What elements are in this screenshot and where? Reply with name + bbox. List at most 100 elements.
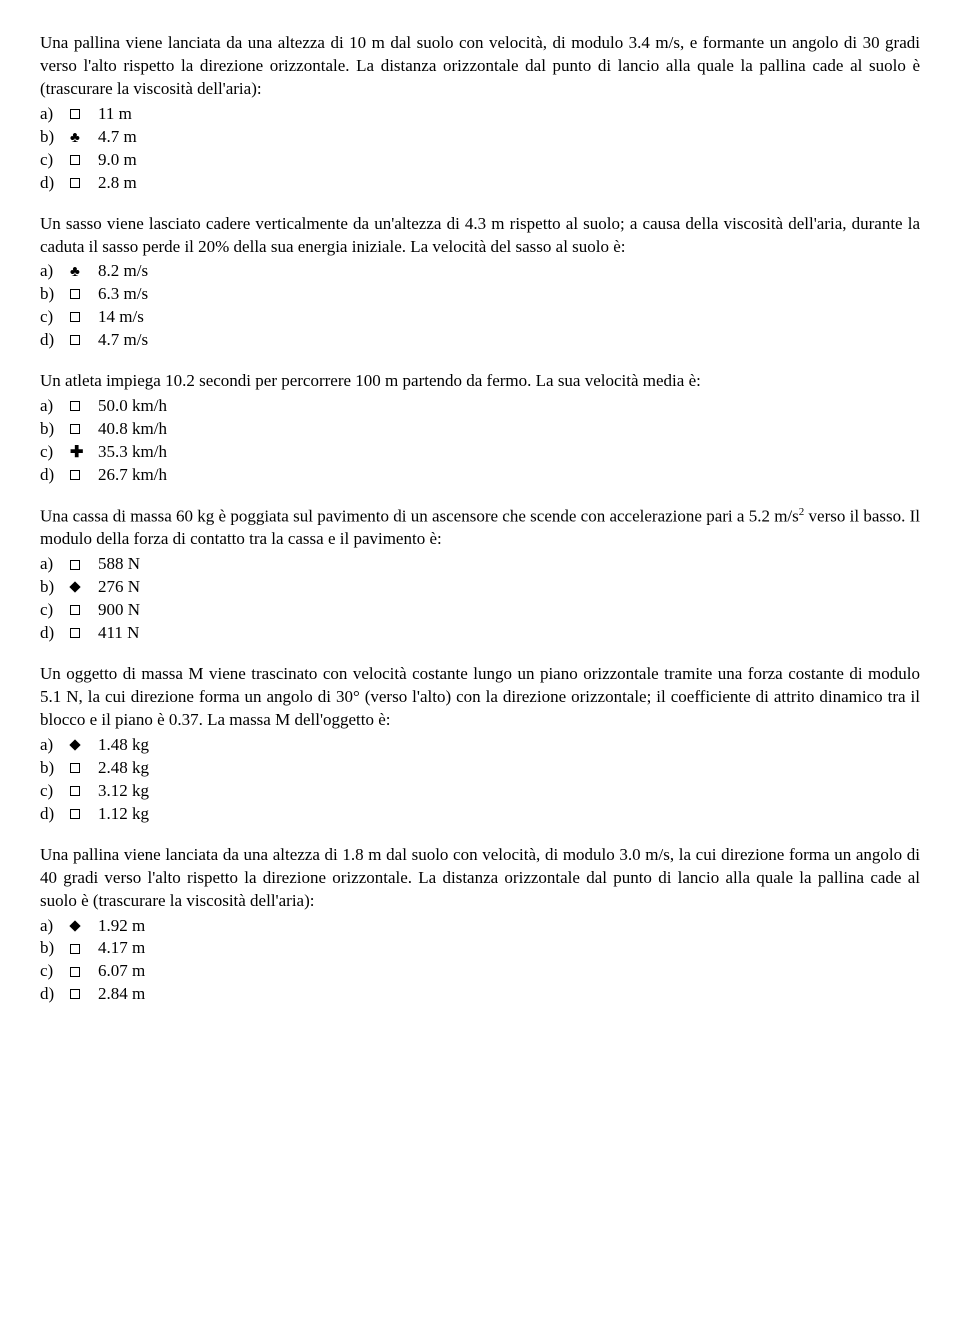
option-row: b)276 N (40, 576, 920, 599)
option-row: c) 9.0 m (40, 149, 920, 172)
option-letter: c) (40, 599, 70, 622)
option-text: 4.7 m/s (98, 329, 920, 352)
option-text: 2.84 m (98, 983, 920, 1006)
option-row: c)6.07 m (40, 960, 920, 983)
option-text: 14 m/s (98, 306, 920, 329)
question-block: Un oggetto di massa M viene trascinato c… (40, 663, 920, 826)
marker-empty-icon (70, 329, 98, 352)
marker-empty-icon (70, 418, 98, 441)
option-letter: a) (40, 103, 70, 126)
marker-empty-icon (70, 622, 98, 645)
marker-empty-icon (70, 599, 98, 622)
question-block: Una pallina viene lanciata da una altezz… (40, 844, 920, 1007)
option-list: a)588 Nb)276 Nc) 900 N d) 411 N (40, 553, 920, 645)
marker-empty-icon (70, 803, 98, 826)
option-text: 11 m (98, 103, 920, 126)
option-letter: d) (40, 622, 70, 645)
option-text: 900 N (98, 599, 920, 622)
option-letter: b) (40, 757, 70, 780)
option-text: 40.8 km/h (98, 418, 920, 441)
question-text: Un oggetto di massa M viene trascinato c… (40, 663, 920, 732)
option-row: c) 900 N (40, 599, 920, 622)
option-letter: c) (40, 149, 70, 172)
document-page: Una pallina viene lanciata da una altezz… (40, 32, 920, 1006)
option-text: 411 N (98, 622, 920, 645)
option-row: a) 1.48 kg (40, 734, 920, 757)
option-row: a)588 N (40, 553, 920, 576)
option-row: b) 40.8 km/h (40, 418, 920, 441)
marker-empty-icon (70, 937, 98, 960)
option-text: 1.12 kg (98, 803, 920, 826)
option-list: a)11 mb)♣4.7 mc)9.0 md)2.8 m (40, 103, 920, 195)
option-letter: a) (40, 915, 70, 938)
option-row: d)26.7 km/h (40, 464, 920, 487)
option-row: c) 3.12 kg (40, 780, 920, 803)
marker-empty-icon (70, 306, 98, 329)
option-row: c)14 m/s (40, 306, 920, 329)
marker-empty-icon (70, 103, 98, 126)
option-row: d) 2.84 m (40, 983, 920, 1006)
question-text: Una cassa di massa 60 kg è poggiata sul … (40, 505, 920, 552)
option-row: b)6.3 m/s (40, 283, 920, 306)
option-text: 276 N (98, 576, 920, 599)
option-letter: a) (40, 260, 70, 283)
option-text: 6.07 m (98, 960, 920, 983)
marker-empty-icon (70, 780, 98, 803)
question-block: Un atleta impiega 10.2 secondi per perco… (40, 370, 920, 487)
question-text: Un atleta impiega 10.2 secondi per perco… (40, 370, 920, 393)
marker-diamond-icon (70, 576, 98, 599)
marker-empty-icon (70, 553, 98, 576)
marker-diamond-icon (70, 915, 98, 938)
option-text: 1.92 m (98, 915, 920, 938)
option-text: 3.12 kg (98, 780, 920, 803)
option-row: b)♣4.7 m (40, 126, 920, 149)
question-text: Una pallina viene lanciata da una altezz… (40, 844, 920, 913)
option-letter: d) (40, 983, 70, 1006)
option-row: d) 1.12 kg (40, 803, 920, 826)
option-row: d) 411 N (40, 622, 920, 645)
option-letter: b) (40, 418, 70, 441)
option-row: b) 4.17 m (40, 937, 920, 960)
marker-empty-icon (70, 960, 98, 983)
option-text: 2.48 kg (98, 757, 920, 780)
option-list: a) 1.92 m b) 4.17 mc)6.07 md) 2.84 m (40, 915, 920, 1007)
marker-empty-icon (70, 464, 98, 487)
marker-club-icon: ♣ (70, 260, 98, 283)
option-letter: d) (40, 329, 70, 352)
option-letter: b) (40, 937, 70, 960)
question-text: Una pallina viene lanciata da una altezz… (40, 32, 920, 101)
question-block: Un sasso viene lasciato cadere verticalm… (40, 213, 920, 353)
marker-empty-icon (70, 983, 98, 1006)
option-row: a)♣8.2 m/s (40, 260, 920, 283)
option-row: d) 4.7 m/s (40, 329, 920, 352)
option-letter: d) (40, 172, 70, 195)
option-text: 9.0 m (98, 149, 920, 172)
marker-empty-icon (70, 395, 98, 418)
option-letter: d) (40, 464, 70, 487)
question-text: Un sasso viene lasciato cadere verticalm… (40, 213, 920, 259)
option-row: a) 1.92 m (40, 915, 920, 938)
marker-club-icon: ♣ (70, 126, 98, 149)
option-text: 588 N (98, 553, 920, 576)
option-row: b) 2.48 kg (40, 757, 920, 780)
option-list: a) 1.48 kg b) 2.48 kg c) 3.12 kg d) 1.12 kg (40, 734, 920, 826)
option-text: 35.3 km/h (98, 441, 920, 464)
marker-empty-icon (70, 172, 98, 195)
option-text: 4.7 m (98, 126, 920, 149)
option-list: a)♣8.2 m/sb)6.3 m/sc)14 m/sd) 4.7 m/s (40, 260, 920, 352)
option-row: a) 11 m (40, 103, 920, 126)
marker-empty-icon (70, 283, 98, 306)
option-letter: a) (40, 395, 70, 418)
option-row: c)✚35.3 km/h (40, 441, 920, 464)
option-letter: c) (40, 780, 70, 803)
marker-cross-icon: ✚ (70, 441, 98, 464)
option-text: 50.0 km/h (98, 395, 920, 418)
option-text: 4.17 m (98, 937, 920, 960)
option-text: 8.2 m/s (98, 260, 920, 283)
marker-diamond-icon (70, 734, 98, 757)
option-text: 1.48 kg (98, 734, 920, 757)
option-letter: d) (40, 803, 70, 826)
option-letter: c) (40, 441, 70, 464)
option-letter: a) (40, 734, 70, 757)
option-text: 6.3 m/s (98, 283, 920, 306)
